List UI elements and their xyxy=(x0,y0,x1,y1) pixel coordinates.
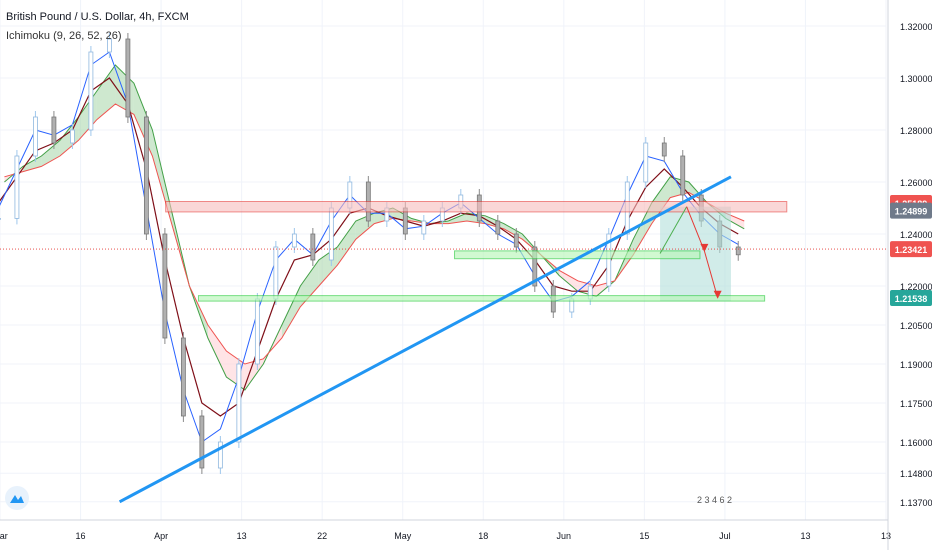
x-tick-label: Mar xyxy=(0,531,8,541)
x-tick-label: 13 xyxy=(237,531,247,541)
price-candle xyxy=(144,117,148,234)
price-candle xyxy=(644,143,648,182)
price-candle xyxy=(662,143,666,156)
indicator-label: Ichimoku (9, 26, 52, 26) xyxy=(6,27,189,46)
resistance-zone xyxy=(166,202,787,212)
price-candle xyxy=(681,156,685,195)
y-tick-label: 1.17500 xyxy=(900,399,932,409)
y-tick-label: 1.19000 xyxy=(900,360,932,370)
x-tick-label: May xyxy=(394,531,412,541)
price-candle xyxy=(292,234,296,247)
price-candle xyxy=(15,156,19,218)
y-tick-label: 1.28000 xyxy=(900,126,932,136)
x-tick-label: Jun xyxy=(557,531,572,541)
price-candle xyxy=(33,117,37,156)
y-tick-label: 1.24000 xyxy=(900,230,932,240)
x-tick-label: 13 xyxy=(881,531,891,541)
price-candle xyxy=(329,208,333,260)
price-candle xyxy=(237,364,241,442)
x-tick-label: Apr xyxy=(154,531,168,541)
legend: British Pound / U.S. Dollar, 4h, FXCM Ic… xyxy=(6,8,189,46)
price-candle xyxy=(52,117,56,143)
y-tick-label: 1.16000 xyxy=(900,438,932,448)
price-candle xyxy=(736,247,740,255)
price-candle xyxy=(89,52,93,130)
tenkan-sen-line xyxy=(0,52,738,442)
tradingview-logo-icon[interactable] xyxy=(5,486,29,510)
kijun-sen-line xyxy=(0,78,738,416)
price-candle xyxy=(311,234,315,260)
price-tag-label: 1.23421 xyxy=(895,245,928,255)
price-candle xyxy=(163,234,167,338)
price-candle xyxy=(422,221,426,234)
price-candle xyxy=(496,221,500,234)
symbol-title: British Pound / U.S. Dollar, 4h, FXCM xyxy=(6,8,189,27)
price-candle xyxy=(274,247,278,299)
x-tick-label: 13 xyxy=(800,531,810,541)
ichimoku-cloud-segment xyxy=(319,247,337,286)
y-tick-label: 1.13700 xyxy=(900,498,932,508)
event-badges[interactable]: 2 3 4 6 2 xyxy=(697,495,732,505)
x-tick-label: 16 xyxy=(76,531,86,541)
event-badge-text: 2 3 4 6 2 xyxy=(697,495,732,505)
price-tag-label: 1.21538 xyxy=(895,294,928,304)
y-tick-label: 1.30000 xyxy=(900,74,932,84)
x-tick-label: 18 xyxy=(478,531,488,541)
y-tick-label: 1.26000 xyxy=(900,178,932,188)
price-candle xyxy=(255,299,259,364)
x-tick-label: 22 xyxy=(317,531,327,541)
price-candle xyxy=(181,338,185,416)
x-tick-label: 15 xyxy=(639,531,649,541)
y-tick-label: 1.14800 xyxy=(900,469,932,479)
ichimoku-cloud-segment xyxy=(208,325,226,377)
support-zone xyxy=(198,296,764,301)
x-tick-label: Jul xyxy=(719,531,731,541)
price-tag-label: 1.24899 xyxy=(895,207,928,217)
price-candle xyxy=(126,39,130,117)
y-tick-label: 1.32000 xyxy=(900,22,932,32)
price-candle xyxy=(70,130,74,143)
y-tick-label: 1.20500 xyxy=(900,321,932,331)
price-candle xyxy=(514,234,518,247)
